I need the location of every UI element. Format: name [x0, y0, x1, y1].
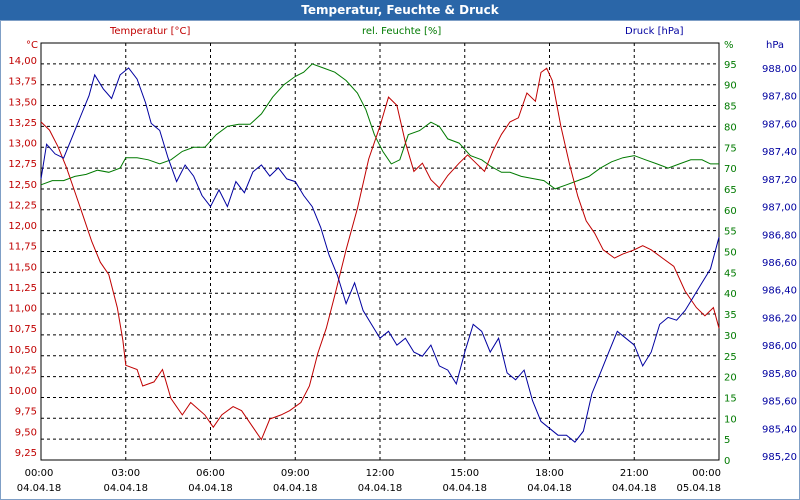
temperature-tick-label: 12,50	[8, 180, 37, 191]
window-title: Temperatur, Feuchte & Druck	[0, 0, 800, 20]
pressure-tick-label: 985,60	[762, 397, 797, 408]
pressure-tick-label: 987,00	[762, 203, 797, 214]
x-date-label: 04.04.18	[188, 483, 233, 494]
humidity-tick-label: 0	[724, 456, 730, 467]
humidity-tick-label: 65	[724, 185, 737, 196]
temperature-tick-label: 9,25	[15, 448, 37, 459]
plot-area	[40, 42, 720, 461]
humidity-tick-label: 5	[724, 435, 730, 446]
humidity-tick-label: 50	[724, 248, 737, 259]
temperature-tick-label: 11,75	[8, 242, 37, 253]
pressure-axis-title: Druck [hPa]	[625, 26, 684, 37]
temperature-tick-label: 13,25	[8, 118, 37, 129]
x-date-label: 05.04.18	[676, 483, 721, 494]
humidity-tick-label: 95	[724, 60, 737, 71]
x-date-label: 04.04.18	[17, 483, 62, 494]
x-date-label: 04.04.18	[273, 483, 318, 494]
humidity-tick-label: 85	[724, 102, 737, 113]
x-tick-label: 03:00	[111, 468, 140, 479]
temperature-tick-label: 11,00	[8, 304, 37, 315]
x-tick-label: 06:00	[196, 468, 225, 479]
humidity-tick-label: 10	[724, 414, 737, 425]
temperature-tick-label: 10,00	[8, 386, 37, 397]
humidity-tick-label: 90	[724, 81, 737, 92]
x-date-label: 04.04.18	[612, 483, 657, 494]
x-date-label: 04.04.18	[442, 483, 487, 494]
humidity-unit-label: %	[724, 40, 734, 51]
pressure-tick-label: 986,20	[762, 313, 797, 324]
temperature-tick-label: 10,75	[8, 324, 37, 335]
humidity-tick-label: 20	[724, 373, 737, 384]
x-date-label: 04.04.18	[103, 483, 148, 494]
x-tick-label: 12:00	[366, 468, 395, 479]
humidity-tick-label: 55	[724, 227, 737, 238]
temperature-tick-label: 13,75	[8, 77, 37, 88]
temperature-tick-label: 12,00	[8, 221, 37, 232]
pressure-tick-label: 987,80	[762, 92, 797, 103]
pressure-tick-label: 987,20	[762, 175, 797, 186]
humidity-tick-label: 75	[724, 143, 737, 154]
pressure-line	[40, 67, 720, 443]
x-date-label: 04.04.18	[527, 483, 572, 494]
x-tick-label: 18:00	[535, 468, 564, 479]
temperature-tick-label: 10,50	[8, 345, 37, 356]
humidity-tick-label: 45	[724, 268, 737, 279]
pressure-tick-label: 986,00	[762, 341, 797, 352]
temperature-tick-label: 13,50	[8, 97, 37, 108]
humidity-tick-label: 40	[724, 289, 737, 300]
temperature-axis-title: Temperatur [°C]	[109, 26, 190, 37]
humidity-tick-label: 80	[724, 122, 737, 133]
temperature-unit-label: °C	[26, 40, 38, 51]
x-tick-label: 00:00	[25, 468, 54, 479]
temperature-tick-label: 13,00	[8, 139, 37, 150]
humidity-axis-title: rel. Feuchte [%]	[362, 26, 441, 37]
pressure-tick-label: 985,80	[762, 369, 797, 380]
pressure-unit-label: hPa	[766, 40, 784, 51]
pressure-tick-label: 987,60	[762, 119, 797, 130]
pressure-tick-label: 987,40	[762, 147, 797, 158]
x-tick-label: 09:00	[281, 468, 310, 479]
temperature-tick-label: 11,50	[8, 262, 37, 273]
humidity-line	[40, 63, 719, 190]
pressure-tick-label: 985,40	[762, 424, 797, 435]
humidity-tick-label: 25	[724, 352, 737, 363]
x-date-label: 04.04.18	[358, 483, 403, 494]
temperature-tick-label: 9,50	[15, 427, 37, 438]
temperature-tick-label: 10,25	[8, 365, 37, 376]
temperature-tick-label: 12,75	[8, 159, 37, 170]
pressure-tick-label: 985,20	[762, 452, 797, 463]
humidity-tick-label: 60	[724, 206, 737, 217]
humidity-tick-label: 35	[724, 310, 737, 321]
humidity-tick-label: 70	[724, 164, 737, 175]
x-tick-label: 21:00	[620, 468, 649, 479]
temperature-tick-label: 12,25	[8, 200, 37, 211]
temperature-tick-label: 9,75	[15, 407, 37, 418]
pressure-tick-label: 986,40	[762, 286, 797, 297]
humidity-tick-label: 15	[724, 393, 737, 404]
temperature-line	[40, 67, 720, 441]
pressure-tick-label: 986,60	[762, 258, 797, 269]
temperature-tick-label: 14,00	[8, 56, 37, 67]
humidity-tick-label: 30	[724, 331, 737, 342]
pressure-tick-label: 986,80	[762, 230, 797, 241]
temperature-tick-label: 11,25	[8, 283, 37, 294]
x-tick-label: 00:00	[692, 468, 721, 479]
x-tick-label: 15:00	[450, 468, 479, 479]
pressure-tick-label: 988,00	[762, 64, 797, 75]
